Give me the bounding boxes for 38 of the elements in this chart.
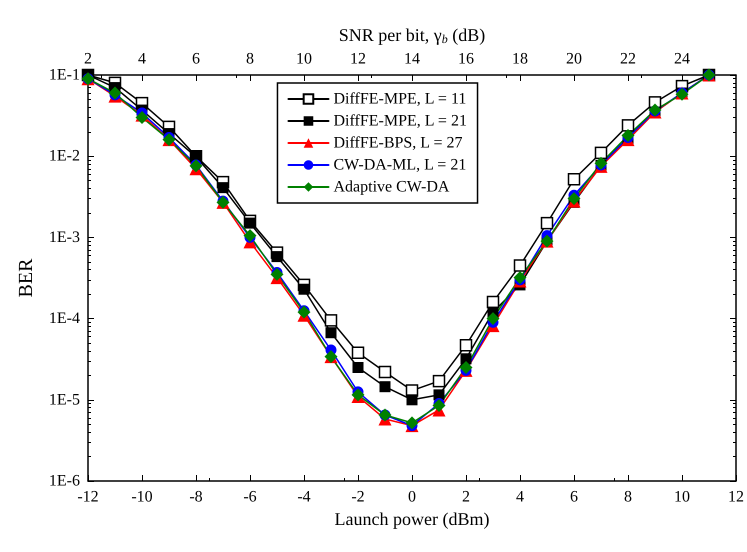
x2-tick-label: 10 (296, 50, 312, 68)
legend-label: Adaptive CW-DA (333, 178, 450, 196)
y-tick-label: 1E-6 (48, 472, 80, 490)
legend-label: CW-DA-ML, L = 21 (333, 156, 466, 174)
x-tick-label: -10 (131, 488, 153, 506)
x-tick-label: -12 (77, 488, 99, 506)
x2-tick-label: 14 (404, 50, 420, 68)
x2-tick-label: 2 (84, 50, 92, 68)
x2-tick-label: 16 (458, 50, 474, 68)
x-tick-label: 2 (462, 488, 470, 506)
legend-label: DiffFE-BPS, L = 27 (333, 134, 463, 152)
x2-tick-label: 6 (192, 50, 200, 68)
y-tick-label: 1E-2 (48, 148, 80, 165)
x-tick-label: 6 (570, 488, 578, 506)
x-tick-label: -4 (297, 488, 311, 506)
x2-tick-label: 18 (512, 50, 528, 68)
x-axis-title: Launch power (dBm) (334, 508, 490, 529)
x2-tick-label: 4 (138, 50, 146, 68)
legend-label: DiffFE-MPE, L = 21 (333, 112, 467, 130)
y-axis-title: BER (15, 258, 37, 298)
x2-tick-label: 24 (674, 50, 690, 68)
y-tick-label: 1E-3 (48, 228, 80, 246)
x-tick-label: 12 (728, 488, 744, 506)
x2-tick-label: 12 (350, 50, 366, 68)
x2-tick-label: 8 (246, 50, 254, 68)
x-tick-label: 0 (408, 488, 416, 506)
y-tick-label: 1E-5 (48, 391, 80, 408)
x2-tick-label: 22 (620, 50, 636, 68)
x-tick-label: -8 (189, 488, 203, 506)
x-tick-label: -2 (351, 488, 365, 506)
x2-tick-label: 20 (566, 50, 582, 68)
x-tick-label: 8 (624, 488, 632, 506)
y-tick-label: 1E-4 (48, 310, 80, 328)
x-tick-label: 10 (674, 488, 690, 506)
x-tick-label: 4 (516, 488, 524, 506)
legend-label: DiffFE-MPE, L = 11 (333, 90, 466, 108)
x-tick-label: -6 (243, 488, 257, 506)
y-tick-label: 1E-1 (48, 66, 80, 84)
